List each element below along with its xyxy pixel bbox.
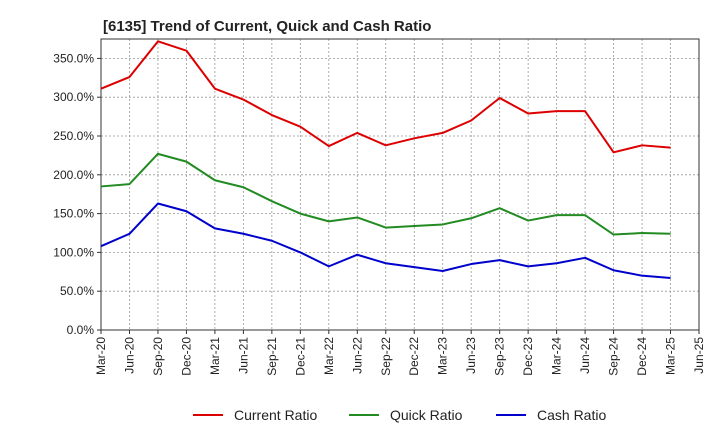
y-tick-label: 300.0% bbox=[53, 90, 94, 104]
x-tick-label: Dec-24 bbox=[635, 337, 649, 376]
x-tick-label: Jun-21 bbox=[236, 337, 250, 374]
x-tick-label: Sep-21 bbox=[265, 337, 279, 376]
x-tick-label: Dec-20 bbox=[179, 337, 193, 376]
y-tick-label: 0.0% bbox=[67, 323, 95, 337]
legend-label: Quick Ratio bbox=[390, 407, 463, 423]
grid-layer bbox=[101, 39, 699, 330]
x-tick-label: Mar-21 bbox=[208, 337, 222, 375]
x-tick-label: Mar-25 bbox=[664, 337, 678, 375]
x-tick-label: Mar-23 bbox=[436, 337, 450, 375]
x-tick-label: Sep-24 bbox=[607, 337, 621, 376]
y-tick-label: 50.0% bbox=[60, 284, 94, 298]
chart-title: [6135] Trend of Current, Quick and Cash … bbox=[103, 18, 431, 35]
x-tick-label: Dec-21 bbox=[293, 337, 307, 376]
series-line-current-ratio bbox=[100, 40, 671, 154]
x-tick-label: Sep-20 bbox=[151, 337, 165, 376]
plot-frame bbox=[100, 38, 700, 331]
x-tick-label: Jun-22 bbox=[350, 337, 364, 374]
y-tick-label: 200.0% bbox=[53, 168, 94, 182]
x-tick-label: Dec-23 bbox=[521, 337, 535, 376]
x-tick-label: Jun-24 bbox=[578, 337, 592, 374]
series-line-quick-ratio bbox=[100, 152, 671, 236]
series-layer bbox=[100, 40, 671, 280]
legend-label: Cash Ratio bbox=[537, 407, 606, 423]
x-tick-label: Jun-23 bbox=[464, 337, 478, 374]
x-tick-label: Mar-22 bbox=[322, 337, 336, 375]
y-tick-label: 100.0% bbox=[53, 245, 94, 259]
x-tick-label: Jun-20 bbox=[122, 337, 136, 374]
y-tick-label: 250.0% bbox=[53, 129, 94, 143]
y-tick-label: 150.0% bbox=[53, 207, 94, 221]
x-tick-label: Mar-20 bbox=[94, 337, 108, 375]
x-tick-label: Sep-23 bbox=[493, 337, 507, 376]
legend: Current Ratio Quick Ratio Cash Ratio bbox=[193, 407, 606, 423]
y-axis: 0.0% 50.0% 100.0% 150.0% 200.0% 250.0% 300.0% 3… bbox=[53, 51, 101, 337]
x-tick-label: Mar-24 bbox=[550, 337, 564, 375]
x-tick-label: Jun-25 bbox=[692, 337, 706, 374]
x-tick-label: Dec-22 bbox=[407, 337, 421, 376]
legend-label: Current Ratio bbox=[234, 407, 317, 423]
y-tick-label: 350.0% bbox=[53, 51, 94, 65]
x-axis: Mar-20 Jun-20 Sep-20 Dec-20 Mar-21 Jun-21 Sep-… bbox=[94, 330, 706, 376]
series-line-cash-ratio bbox=[100, 202, 671, 280]
x-tick-label: Sep-22 bbox=[379, 337, 393, 376]
